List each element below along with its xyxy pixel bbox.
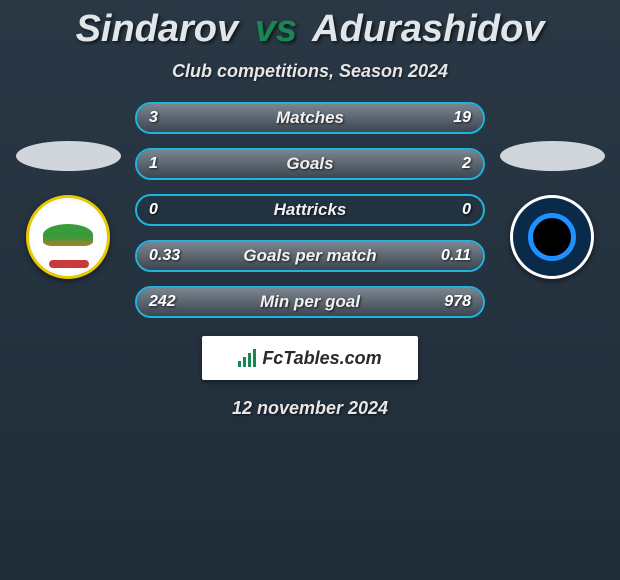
vs-label: vs <box>255 8 297 50</box>
player-a-silhouette-icon <box>16 141 121 171</box>
stat-value-b: 0.11 <box>441 247 483 265</box>
stat-value-b: 19 <box>453 109 483 127</box>
brand-bars-icon <box>238 349 256 367</box>
stat-row-hattricks: 0 Hattricks 0 <box>135 194 485 226</box>
stat-label: Matches <box>137 108 483 128</box>
stat-value-b: 0 <box>462 201 483 219</box>
stat-label: Goals per match <box>137 246 483 266</box>
player-a-name: Sindarov <box>76 8 239 50</box>
stat-label: Goals <box>137 154 483 174</box>
player-b-silhouette-icon <box>500 141 605 171</box>
stats-list: 3 Matches 19 1 Goals 2 0 Hattricks 0 0.3… <box>135 102 485 318</box>
player-b-column <box>492 141 612 279</box>
season-subtitle: Club competitions, Season 2024 <box>0 61 620 82</box>
comparison-body: 3 Matches 19 1 Goals 2 0 Hattricks 0 0.3… <box>0 82 620 318</box>
club-b-crest-icon <box>510 195 594 279</box>
player-a-column <box>8 141 128 279</box>
stat-row-min-per-goal: 242 Min per goal 978 <box>135 286 485 318</box>
club-b-crest-inner-icon <box>528 213 576 261</box>
stat-row-goals-per-match: 0.33 Goals per match 0.11 <box>135 240 485 272</box>
stat-value-b: 978 <box>444 293 483 311</box>
comparison-date: 12 november 2024 <box>0 398 620 419</box>
stat-label: Hattricks <box>137 200 483 220</box>
stat-row-matches: 3 Matches 19 <box>135 102 485 134</box>
stat-value-b: 2 <box>462 155 483 173</box>
player-b-name: Adurashidov <box>312 8 544 50</box>
club-a-crest-icon <box>26 195 110 279</box>
brand-text: FcTables.com <box>262 348 381 369</box>
stat-row-goals: 1 Goals 2 <box>135 148 485 180</box>
brand-link[interactable]: FcTables.com <box>202 336 418 380</box>
stat-label: Min per goal <box>137 292 483 312</box>
comparison-title: Sindarov vs Adurashidov <box>0 0 620 51</box>
